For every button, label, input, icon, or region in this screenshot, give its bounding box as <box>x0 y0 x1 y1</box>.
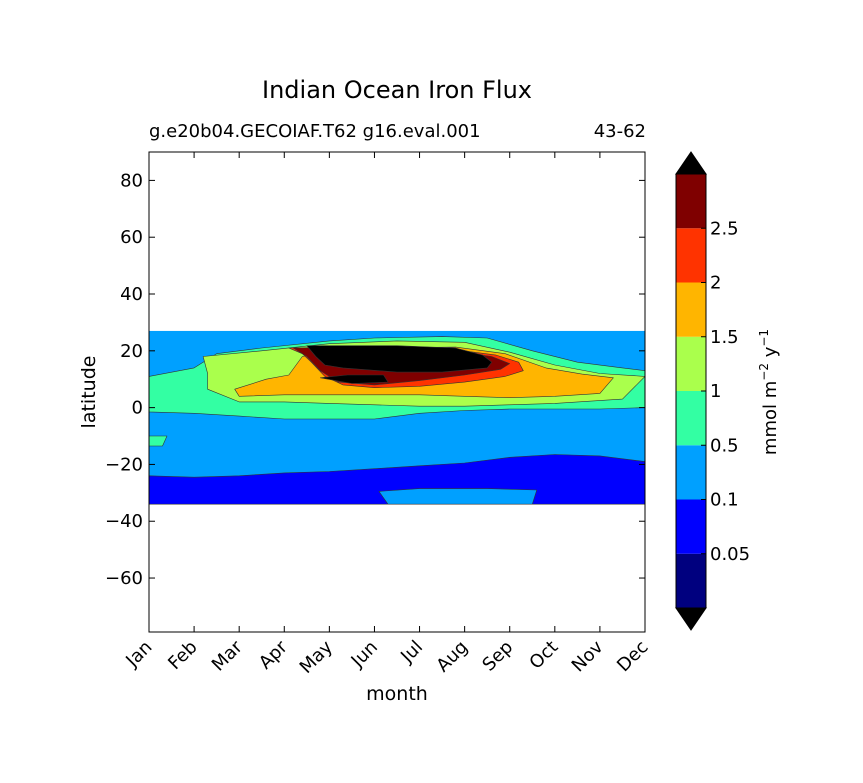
x-tick-label: Aug <box>432 637 472 677</box>
colorbar-label-exp2: −1 <box>757 329 771 347</box>
colorbar-segment <box>676 499 706 554</box>
colorbar-tick-label: 2.5 <box>710 218 739 239</box>
y-axis-label: latitude <box>78 356 100 429</box>
x-tick-label: May <box>296 636 337 677</box>
colorbar-tick-label: 0.1 <box>710 490 739 511</box>
contour-region-9 <box>319 374 389 384</box>
colorbar-tick-label: 1 <box>710 381 721 402</box>
x-tick-label: Mar <box>208 636 247 675</box>
colorbar-segment <box>676 445 706 500</box>
chart-subtitle-left: g.e20b04.GECOIAF.T62 g16.eval.001 <box>149 121 481 142</box>
colorbar: 0.05 0.1 0.5 1 1.5 2 2.5 <box>675 151 750 631</box>
colorbar-extend-min <box>675 607 707 631</box>
colorbar-label-exp1: −2 <box>757 363 771 381</box>
x-tick-label: Nov <box>568 636 608 676</box>
colorbar-extend-max <box>675 151 707 175</box>
x-tick-label: Sep <box>478 637 517 676</box>
y-tick-label: 80 <box>120 170 143 191</box>
contour-fill-group <box>149 330 645 505</box>
colorbar-segment <box>676 174 706 229</box>
x-tick-label: Feb <box>164 637 201 674</box>
colorbar-segment <box>676 553 706 608</box>
y-tick-label: 20 <box>120 341 143 362</box>
colorbar-label: mmol m−2 y−1 <box>757 329 781 455</box>
colorbar-tick-label: 1.5 <box>710 327 739 348</box>
plot-frame <box>148 151 646 633</box>
x-tick-label: Oct <box>525 637 562 674</box>
x-axis-label: month <box>366 683 428 705</box>
x-tick-label: Apr <box>255 636 292 673</box>
x-tick-label: Jun <box>347 637 382 672</box>
y-tick-label: 40 <box>120 284 143 305</box>
contour-region-1 <box>378 488 538 505</box>
colorbar-label-unit2: y <box>760 346 781 363</box>
chart-subtitle-right: 43-62 <box>594 121 646 142</box>
colorbar-segment <box>676 336 706 391</box>
x-tick-label: Jul <box>396 637 427 668</box>
colorbar-tick-label: 0.05 <box>710 544 750 565</box>
x-tick-label: Jan <box>121 637 156 672</box>
y-tick-label: −60 <box>105 568 143 589</box>
colorbar-label-unit: mmol m <box>760 381 781 455</box>
colorbar-tick-label: 0.5 <box>710 435 739 456</box>
y-tick-label: 60 <box>120 227 143 248</box>
plot-area: Jan Feb Mar Apr May Jun Jul Aug Sep Oct Nov Dec 80 6… <box>105 151 653 678</box>
y-tick-group: 80 60 40 20 0 −20 −40 −60 <box>105 170 645 589</box>
colorbar-segment <box>676 282 706 337</box>
chart-title: Indian Ocean Iron Flux <box>262 76 532 104</box>
contour-region-8 <box>306 345 493 373</box>
colorbar-segment <box>676 228 706 283</box>
contour-region-3 <box>149 435 168 447</box>
y-tick-label: 0 <box>132 398 143 419</box>
colorbar-segment <box>676 391 706 446</box>
x-tick-label: Dec <box>613 637 652 676</box>
y-tick-label: −20 <box>105 454 143 475</box>
y-tick-label: −40 <box>105 511 143 532</box>
colorbar-tick-label: 2 <box>710 273 721 294</box>
